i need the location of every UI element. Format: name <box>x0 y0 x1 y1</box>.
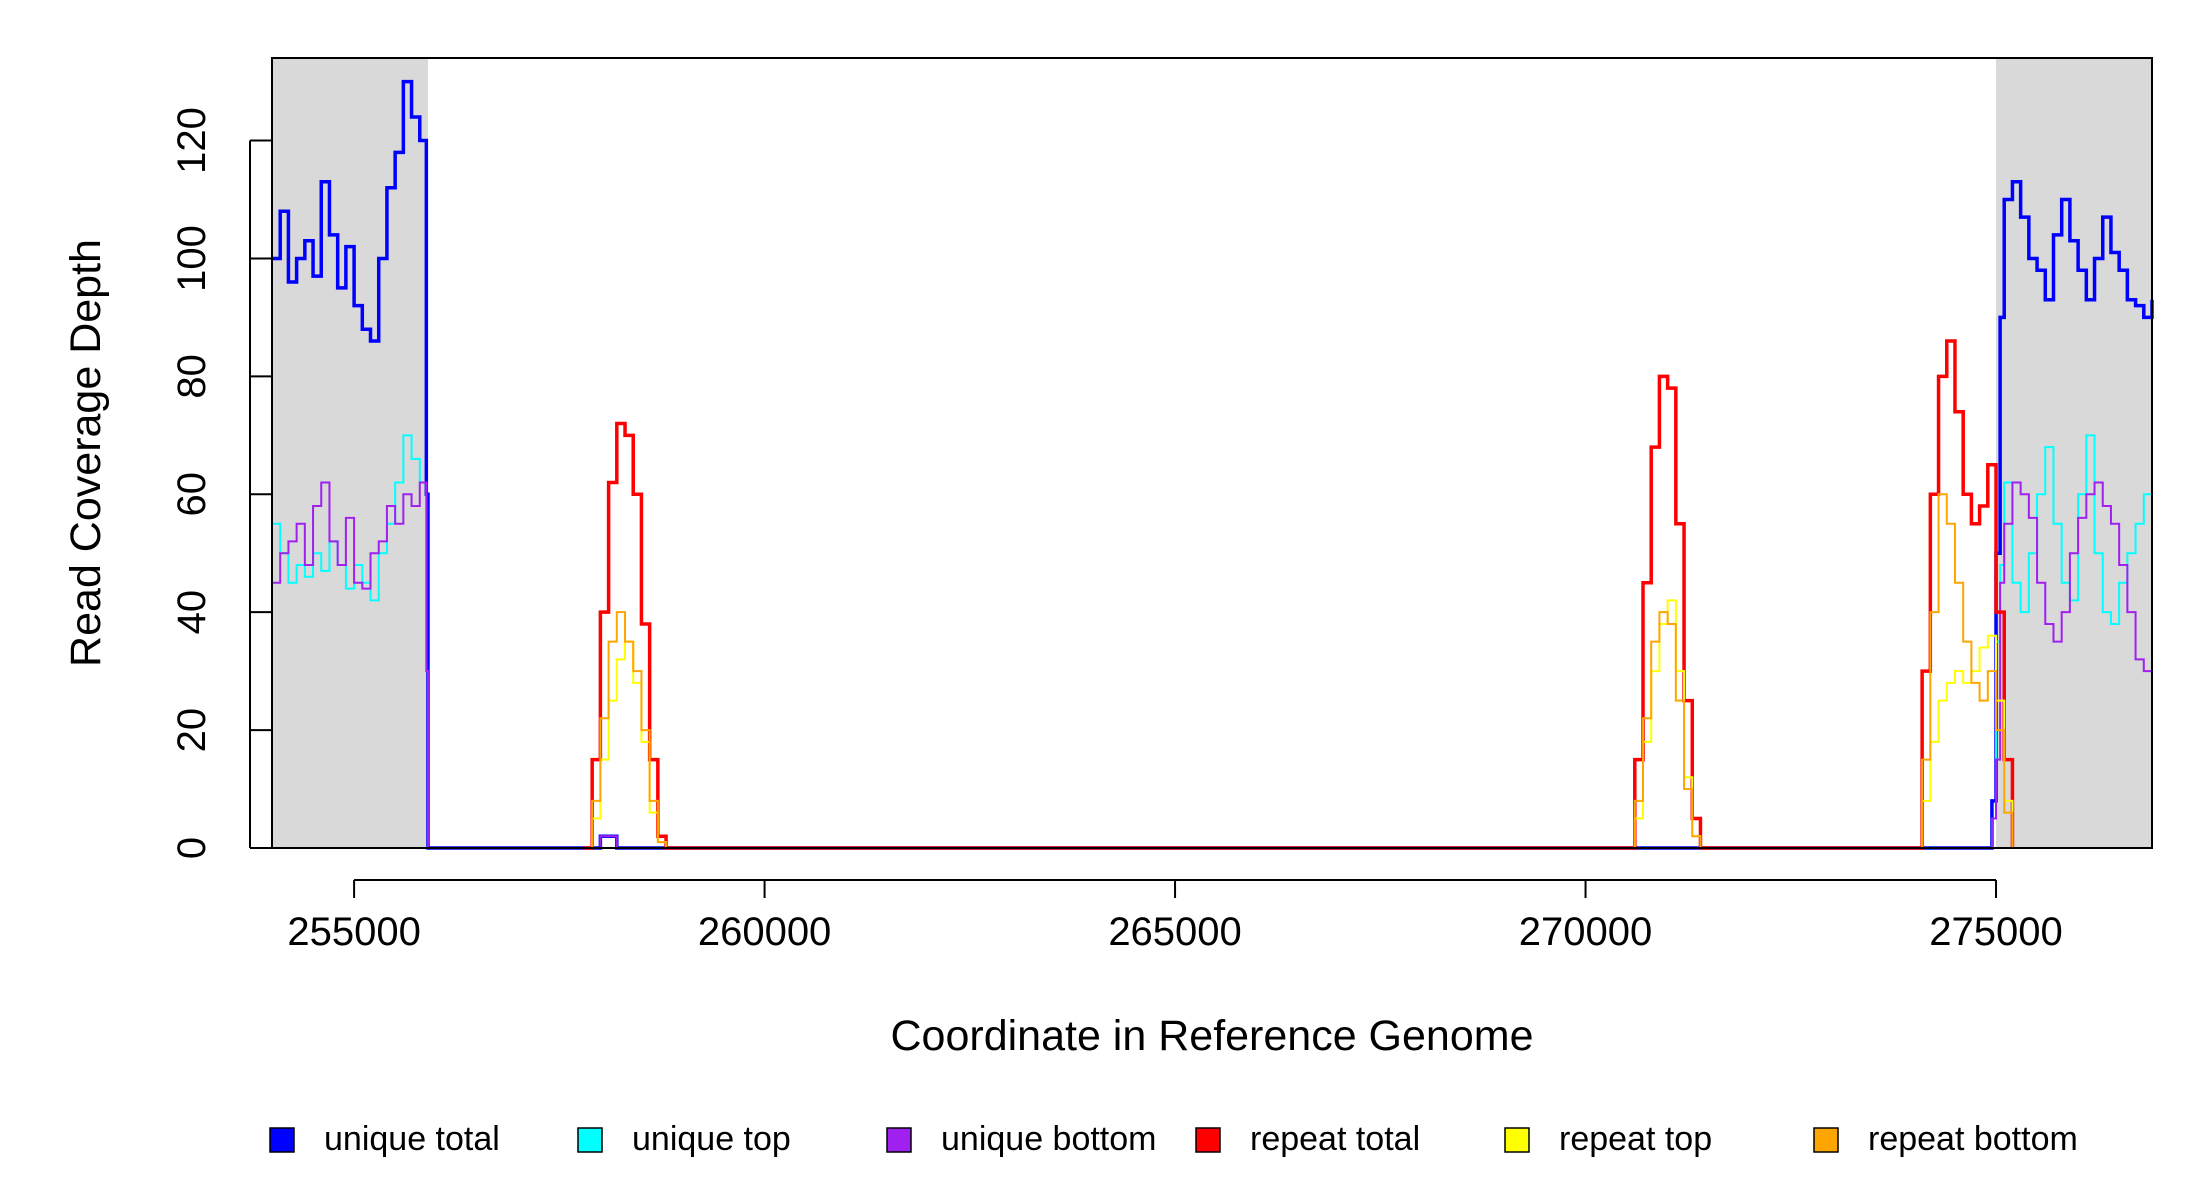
shaded-regions <box>272 58 2152 848</box>
legend-label: unique bottom <box>941 1120 1157 1158</box>
x-tick-label: 255000 <box>287 910 420 954</box>
y-tick-label: 120 <box>170 107 214 174</box>
y-tick-label: 20 <box>170 708 214 753</box>
shaded-region-2 <box>1996 58 2152 848</box>
y-axis: 0 20 40 60 80 100 120 <box>170 107 272 859</box>
legend-label: repeat total <box>1250 1120 1420 1158</box>
y-axis-label: Read Coverage Depth <box>62 239 110 667</box>
legend-swatch <box>886 1127 912 1153</box>
series-lines <box>272 79 2154 850</box>
x-tick-label: 275000 <box>1929 910 2062 954</box>
legend-item-unique-total: unique total <box>269 1120 500 1158</box>
legend-label: repeat bottom <box>1868 1120 2078 1158</box>
series-repeat-total <box>583 339 2015 850</box>
series-unique-bottom <box>272 481 2153 849</box>
legend-item-unique-bottom: unique bottom <box>886 1120 1157 1158</box>
shaded-region-1 <box>272 58 428 848</box>
legend-swatch <box>269 1127 295 1153</box>
plot-frame <box>271 57 2153 849</box>
legend-swatch <box>1195 1127 1221 1153</box>
x-tick-label: 265000 <box>1108 910 1241 954</box>
y-tick-label: 0 <box>170 837 214 859</box>
x-tick-label: 260000 <box>698 910 831 954</box>
y-tick-label: 80 <box>170 354 214 399</box>
legend-label: repeat top <box>1559 1120 1712 1158</box>
y-tick-label: 40 <box>170 590 214 635</box>
series-repeat-bottom <box>583 493 2014 849</box>
legend-swatch <box>1813 1127 1839 1153</box>
legend: unique total unique top unique bottom repea… <box>269 1120 2078 1158</box>
series-repeat-top <box>583 599 2014 849</box>
x-tick-label: 270000 <box>1519 910 1652 954</box>
x-axis: 255000 260000 265000 270000 275000 <box>287 879 2063 954</box>
x-axis-label: Coordinate in Reference Genome <box>891 1012 1534 1060</box>
legend-label: unique top <box>632 1120 791 1158</box>
series-unique-total <box>272 79 2154 850</box>
legend-swatch <box>1504 1127 1530 1153</box>
legend-item-repeat-top: repeat top <box>1504 1120 1712 1158</box>
legend-item-repeat-bottom: repeat bottom <box>1813 1120 2078 1158</box>
legend-item-repeat-total: repeat total <box>1195 1120 1420 1158</box>
legend-item-unique-top: unique top <box>577 1120 791 1158</box>
y-tick-label: 100 <box>170 225 214 292</box>
legend-swatch <box>577 1127 603 1153</box>
y-tick-label: 60 <box>170 472 214 517</box>
legend-label: unique total <box>324 1120 500 1158</box>
series-unique-top <box>272 434 2153 849</box>
